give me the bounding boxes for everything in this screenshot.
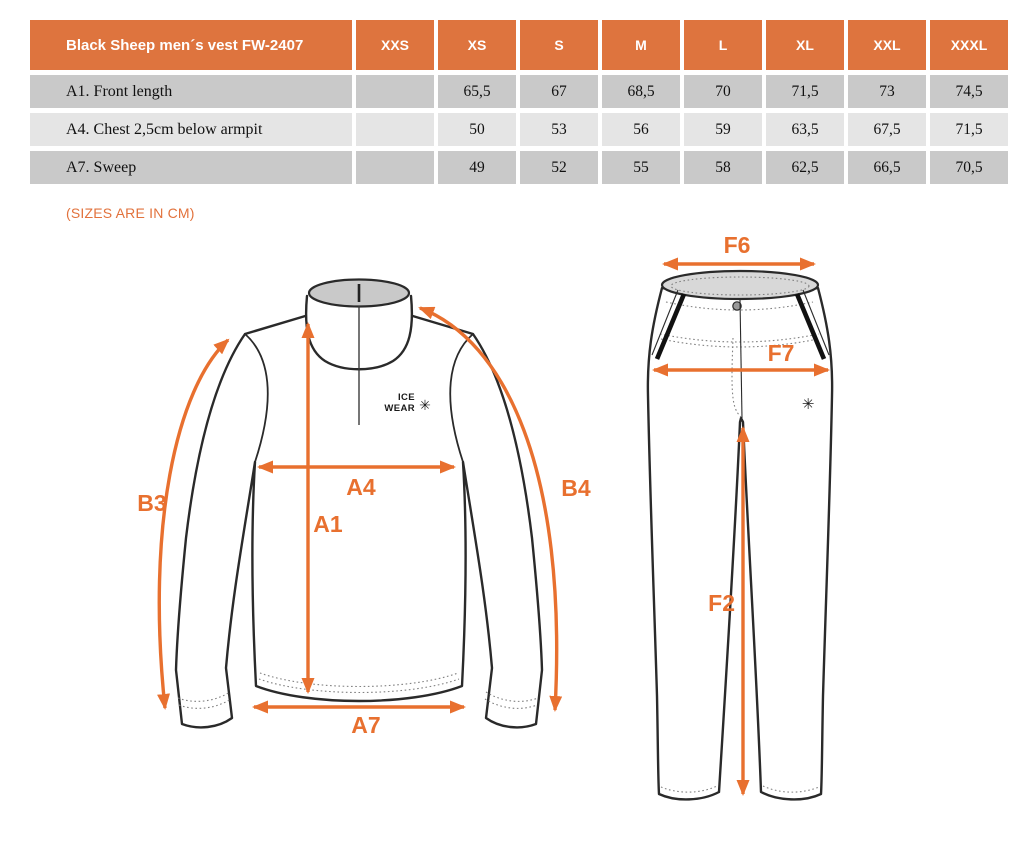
size-col-xxl: XXL [848,20,926,70]
measurement-value: 59 [684,113,762,146]
size-chart-table: Black Sheep men´s vest FW-2407 XXS XS S … [26,15,1012,189]
measurement-label: A7. Sweep [30,151,352,184]
size-col-m: M [602,20,680,70]
measurement-value [356,151,434,184]
waist-inner-stitching [670,276,810,296]
left-hem-stitching [660,785,718,793]
measurement-value: 66,5 [848,151,926,184]
measurement-value: 68,5 [602,75,680,108]
waist-button [732,301,742,311]
measurement-label: A1. Front length [30,75,352,108]
measurement-value: 67 [520,75,598,108]
size-col-l: L [684,20,762,70]
waist-opening [660,269,820,301]
pants-silhouette [646,286,834,801]
measurement-value: 56 [602,113,680,146]
table-row-chest: A4. Chest 2,5cm below armpit 50 53 56 59… [30,113,1008,146]
table-row-front-length: A1. Front length 65,5 67 68,5 70 71,5 73… [30,75,1008,108]
measurement-value: 67,5 [848,113,926,146]
measurement-value: 70,5 [930,151,1008,184]
measurement-value: 74,5 [930,75,1008,108]
a1-label: A1 [313,511,343,537]
logo-text-line2: WEAR [384,403,415,414]
snowflake-icon: ✳ [802,395,815,413]
size-col-xxxl: XXXL [930,20,1008,70]
measurement-value: 50 [438,113,516,146]
hem-stitching [259,672,459,687]
pants-measurement-diagram: ✳ F6 F7 F2 [646,232,834,801]
b3-label: B3 [137,490,166,516]
size-col-s: S [520,20,598,70]
measurement-value [356,113,434,146]
size-col-xs: XS [438,20,516,70]
snowflake-icon: ✳ [419,398,431,414]
b4-sleeve-arrow [418,306,563,712]
b3-sleeve-arrow [157,338,230,710]
table-header-row: Black Sheep men´s vest FW-2407 XXS XS S … [30,20,1008,70]
waistband-stitching [665,301,814,311]
fly-stitching [731,337,742,418]
measurement-value: 65,5 [438,75,516,108]
measurement-value [356,75,434,108]
measurement-label: A4. Chest 2,5cm below armpit [30,113,352,146]
f6-label: F6 [724,232,751,258]
measurement-value: 71,5 [930,113,1008,146]
measurement-value: 71,5 [766,75,844,108]
measurement-value: 49 [438,151,516,184]
right-hem-stitching [762,785,820,793]
a7-label: A7 [351,712,380,738]
right-pocket-binding [794,293,827,360]
measurement-value: 55 [602,151,680,184]
measurement-value: 58 [684,151,762,184]
left-pocket-binding [654,293,687,360]
measurement-value: 73 [848,75,926,108]
product-title: Black Sheep men´s vest FW-2407 [30,20,352,70]
f2-label: F2 [708,590,735,616]
left-pocket-edge [651,289,679,356]
f7-label: F7 [768,340,795,366]
table-row-sweep: A7. Sweep 49 52 55 58 62,5 66,5 70,5 [30,151,1008,184]
size-col-xl: XL [766,20,844,70]
measurement-value: 52 [520,151,598,184]
logo-text-line1: ICE [398,392,415,403]
a4-label: A4 [346,474,376,500]
left-raglan-seam [244,333,269,463]
b4-label: B4 [561,475,591,501]
waistband-stitching [659,333,820,348]
right-pocket-edge [802,289,830,356]
measurement-value: 53 [520,113,598,146]
measurement-value: 62,5 [766,151,844,184]
fly-center-line [739,299,743,419]
vest-measurement-diagram: ICE WEAR ✳ B3 A4 A1 A7 B4 [137,278,591,738]
units-note: (SIZES ARE IN CM) [66,205,195,221]
measurement-value: 63,5 [766,113,844,146]
measurement-value: 70 [684,75,762,108]
size-col-xxs: XXS [356,20,434,70]
